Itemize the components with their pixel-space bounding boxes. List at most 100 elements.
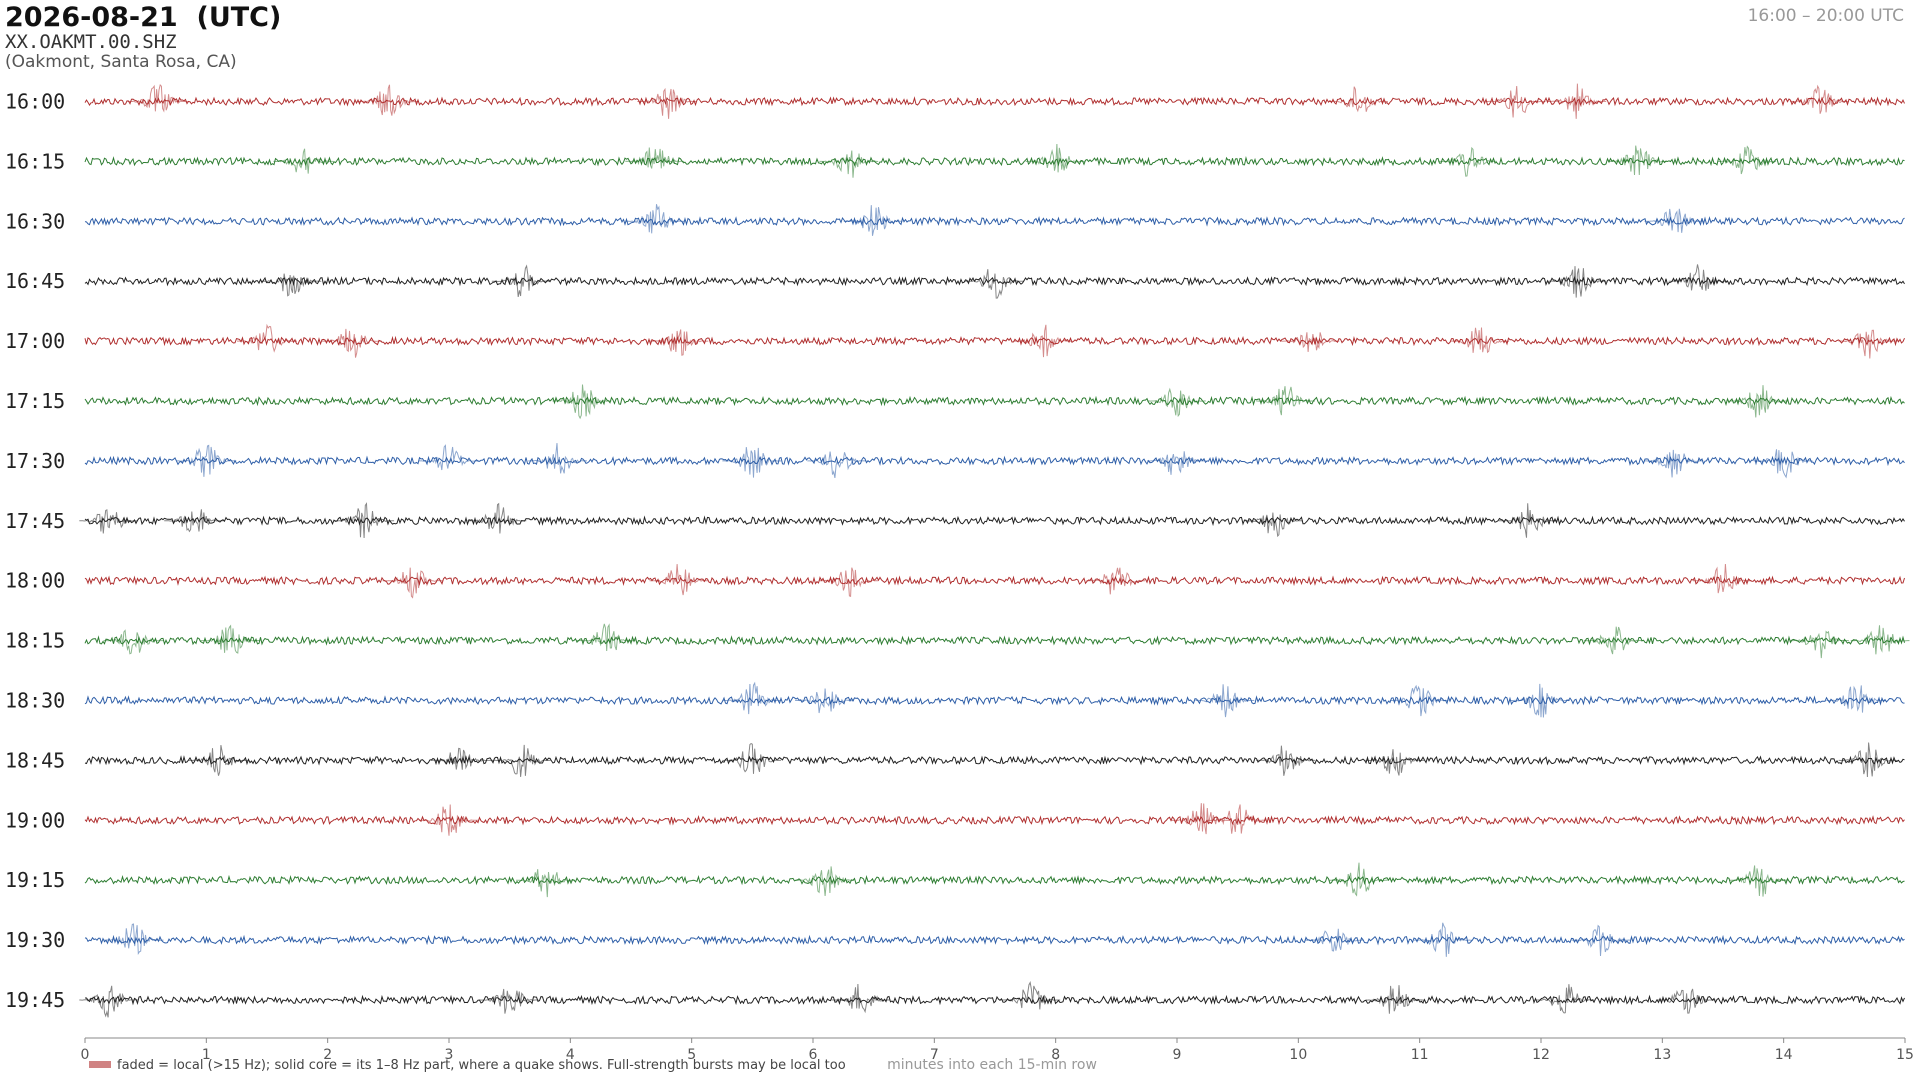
burst bbox=[1729, 385, 1789, 418]
burst bbox=[1547, 83, 1607, 119]
burst bbox=[1304, 928, 1364, 952]
row-label: 18:30 bbox=[5, 689, 65, 713]
burst bbox=[528, 443, 588, 474]
row-label: 17:15 bbox=[5, 389, 65, 413]
burst bbox=[1256, 386, 1316, 416]
burst bbox=[1571, 924, 1631, 957]
burst bbox=[176, 444, 237, 477]
burst bbox=[79, 985, 139, 1018]
burst bbox=[200, 624, 261, 654]
burst bbox=[1413, 922, 1473, 957]
trace bbox=[84, 635, 1905, 647]
burst bbox=[1693, 563, 1752, 594]
x-tick-label: 11 bbox=[1411, 1047, 1429, 1063]
row-label: 19:00 bbox=[5, 808, 65, 832]
burst bbox=[1365, 749, 1425, 776]
row-label: 19:45 bbox=[5, 988, 65, 1012]
trace bbox=[84, 395, 1905, 407]
trace bbox=[85, 994, 1905, 1006]
burst bbox=[1838, 329, 1898, 359]
burst bbox=[576, 623, 636, 652]
burst bbox=[1838, 742, 1898, 778]
x-tick-label: 9 bbox=[1173, 1047, 1182, 1063]
burst bbox=[1656, 988, 1716, 1014]
burst bbox=[1729, 865, 1789, 897]
burst bbox=[1195, 684, 1255, 718]
burst bbox=[103, 923, 164, 956]
burst bbox=[1438, 146, 1497, 177]
burst bbox=[127, 84, 188, 113]
burst bbox=[843, 205, 903, 236]
burst bbox=[1790, 630, 1849, 659]
burst bbox=[795, 688, 854, 714]
burst bbox=[819, 567, 879, 597]
burst bbox=[1826, 685, 1886, 713]
burst bbox=[1644, 449, 1704, 478]
trace bbox=[84, 96, 1905, 107]
trace bbox=[84, 934, 1905, 946]
burst bbox=[419, 444, 479, 471]
burst bbox=[491, 264, 551, 297]
burst bbox=[1025, 143, 1085, 173]
time-range: 16:00 – 20:00 UTC bbox=[1748, 6, 1904, 26]
x-tick-label: 14 bbox=[1775, 1047, 1793, 1063]
row-label: 16:30 bbox=[5, 209, 65, 233]
burst bbox=[1850, 625, 1910, 655]
burst bbox=[1365, 985, 1425, 1014]
x-tick-label: 15 bbox=[1896, 1047, 1914, 1063]
trace bbox=[84, 275, 1905, 287]
burst bbox=[831, 983, 891, 1014]
trace bbox=[84, 335, 1905, 347]
burst bbox=[237, 323, 297, 353]
burst bbox=[1486, 85, 1546, 118]
row-label: 17:00 bbox=[5, 329, 65, 353]
burst bbox=[1644, 208, 1704, 233]
burst bbox=[1280, 332, 1340, 352]
burst bbox=[321, 328, 382, 358]
burst bbox=[467, 502, 527, 534]
x-tick-label: 6 bbox=[809, 1047, 818, 1063]
location: (Oakmont, Santa Rosa, CA) bbox=[5, 52, 237, 72]
row-label: 17:45 bbox=[5, 509, 65, 533]
burst bbox=[625, 147, 685, 169]
burst bbox=[795, 866, 854, 896]
burst bbox=[1511, 683, 1570, 718]
burst bbox=[431, 747, 492, 770]
trace bbox=[84, 215, 1905, 227]
x-tick-label: 10 bbox=[1289, 1047, 1307, 1063]
x-tick-label: 13 bbox=[1653, 1047, 1671, 1063]
burst bbox=[1147, 451, 1206, 475]
x-tick-label: 12 bbox=[1532, 1047, 1550, 1063]
trace bbox=[84, 156, 1905, 167]
trace bbox=[84, 515, 1905, 527]
burst bbox=[1450, 327, 1510, 354]
burst bbox=[1717, 145, 1777, 175]
trace bbox=[84, 575, 1905, 587]
burst bbox=[722, 681, 782, 715]
x-tick-label: 3 bbox=[445, 1047, 454, 1063]
burst bbox=[965, 269, 1024, 299]
x-axis-label: minutes into each 15-min row bbox=[887, 1057, 1097, 1073]
legend-swatch bbox=[89, 1061, 111, 1068]
burst bbox=[1207, 804, 1267, 834]
burst bbox=[722, 447, 782, 478]
x-tick-label: 0 bbox=[81, 1047, 90, 1063]
burst bbox=[479, 988, 539, 1014]
burst bbox=[1244, 512, 1303, 538]
burst bbox=[1329, 862, 1388, 897]
burst bbox=[382, 567, 443, 599]
burst bbox=[1389, 684, 1449, 717]
burst bbox=[1001, 981, 1061, 1010]
burst bbox=[1535, 984, 1595, 1014]
burst bbox=[1086, 567, 1146, 595]
row-label: 18:45 bbox=[5, 748, 65, 772]
station: XX.OAKMT.00.SHZ bbox=[5, 31, 177, 53]
burst bbox=[722, 743, 782, 774]
burst bbox=[1498, 503, 1558, 538]
row-label: 18:15 bbox=[5, 629, 65, 653]
burst bbox=[1013, 324, 1073, 358]
row-label: 16:00 bbox=[5, 90, 65, 114]
burst bbox=[188, 745, 249, 776]
burst bbox=[807, 451, 867, 478]
